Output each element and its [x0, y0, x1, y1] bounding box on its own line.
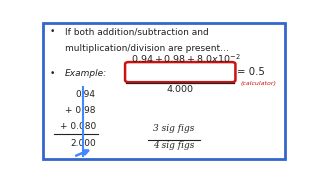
Text: multiplication/division are present…: multiplication/division are present…: [65, 44, 229, 53]
Text: + 0.98: + 0.98: [65, 106, 96, 115]
Text: •: •: [50, 69, 55, 78]
Text: 4.000: 4.000: [167, 85, 194, 94]
Text: 3 sig figs: 3 sig figs: [153, 124, 195, 133]
Text: $0.94 + 0.98 + 8.0x10^{-2}$: $0.94 + 0.98 + 8.0x10^{-2}$: [131, 53, 240, 65]
Text: 2.000: 2.000: [70, 139, 96, 148]
Text: + 0.080: + 0.080: [60, 122, 96, 131]
Text: 4 sig figs: 4 sig figs: [153, 141, 195, 150]
Text: (calculator): (calculator): [240, 81, 276, 86]
Text: If both addition/subtraction and: If both addition/subtraction and: [65, 27, 209, 36]
Text: = 0.5: = 0.5: [237, 67, 265, 77]
Text: 0.94: 0.94: [76, 90, 96, 99]
Text: Example:: Example:: [65, 69, 107, 78]
Text: •: •: [50, 27, 55, 36]
